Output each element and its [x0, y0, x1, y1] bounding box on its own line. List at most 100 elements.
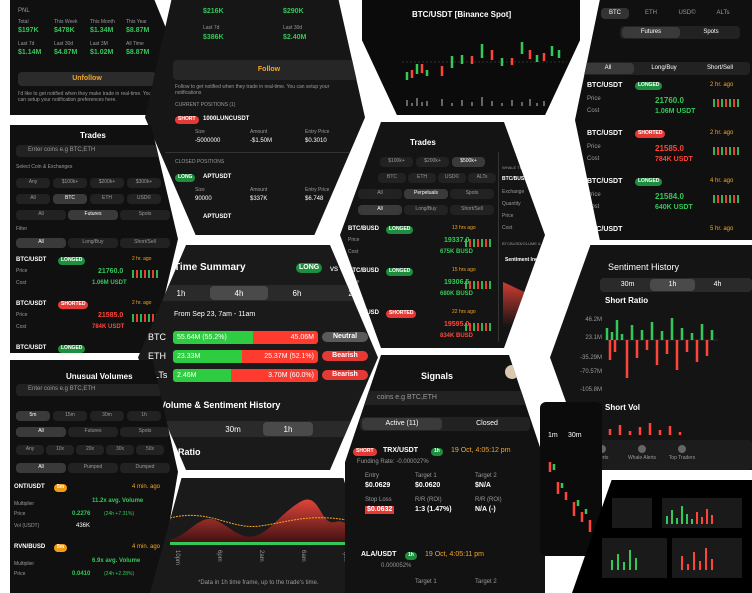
chip[interactable]: Long/Buy [415, 206, 437, 212]
label: Multiplier [14, 561, 35, 567]
tab[interactable]: 1h [668, 281, 677, 288]
tab[interactable]: 1h [283, 425, 293, 434]
tab[interactable]: 30m [568, 432, 582, 439]
search-input[interactable]: Enter coins e.g BTC,ETH [28, 147, 96, 153]
label: 675K BUSD [440, 249, 474, 255]
label: RVN/BUSD [14, 544, 46, 550]
decoration [602, 538, 667, 578]
label: 2 hr. ago [710, 82, 734, 88]
chip[interactable]: All [38, 464, 44, 470]
chip[interactable]: $200k+ [98, 179, 116, 185]
chip[interactable]: Spots [138, 428, 152, 434]
button[interactable]: Follow [257, 66, 281, 73]
tab-icon [678, 445, 686, 453]
chip[interactable]: All [38, 428, 44, 434]
tab[interactable]: BTC [609, 10, 621, 16]
chip[interactable]: Perpetuals [414, 190, 438, 196]
chip[interactable]: All [38, 211, 44, 217]
label: 11.2x avg. Volume [92, 498, 144, 504]
label: Size [195, 129, 205, 135]
chip[interactable]: Pumped [83, 464, 103, 470]
selected-tab [16, 238, 66, 248]
selected-tab [404, 189, 448, 199]
badge: LONGED [635, 178, 663, 186]
tab[interactable]: 4h [713, 281, 722, 288]
tab[interactable]: Top Traders [668, 455, 696, 461]
tab[interactable]: All [604, 65, 612, 71]
badge: SHORT [353, 448, 377, 456]
tab[interactable]: ALTs [716, 10, 730, 16]
label: This Month [90, 19, 115, 25]
chip [358, 189, 402, 199]
tab[interactable]: 1m [548, 432, 558, 439]
chip[interactable]: BTC [387, 174, 397, 180]
chip[interactable]: 10x [55, 446, 65, 452]
chip[interactable]: All [30, 195, 36, 201]
chip[interactable]: ETH [417, 174, 427, 180]
label: 25.37M (52.1%) [264, 353, 314, 360]
tab[interactable]: ETH [645, 10, 657, 16]
tab[interactable]: Alerts [595, 455, 609, 461]
chip[interactable]: BTC [65, 195, 75, 201]
tab[interactable]: Short/Sell [706, 65, 733, 71]
chip[interactable]: USD© [136, 195, 152, 201]
chip[interactable]: Short/Sell [461, 206, 483, 212]
chip[interactable]: 30m [102, 412, 112, 418]
chip[interactable]: Spots [465, 190, 479, 196]
tab[interactable]: 6h [292, 289, 302, 298]
chip[interactable]: 1h [141, 412, 147, 418]
search-input[interactable]: coins e.g BTC,ETH [377, 394, 437, 401]
chip[interactable]: All [377, 206, 383, 212]
chip[interactable]: $200k+ [424, 158, 441, 164]
chip[interactable]: 20x [85, 446, 95, 452]
tab[interactable]: 30m [225, 425, 241, 434]
chip [76, 445, 104, 455]
tab[interactable]: Whale Alerts [627, 455, 657, 461]
tab[interactable]: Long/Buy [651, 65, 677, 71]
chip[interactable]: $500k+ [460, 158, 477, 164]
chip[interactable]: 5m [29, 412, 37, 418]
chip[interactable]: Short/Sell [134, 239, 156, 245]
chip[interactable]: $100k+ [61, 179, 79, 185]
chip[interactable]: Futures [84, 428, 102, 434]
label: BTC/BUSD [348, 268, 379, 274]
chip[interactable]: 50x [145, 446, 155, 452]
trades-screen: Trades Enter coins e.g BTC,ETH Select Coin… [10, 125, 178, 353]
tab[interactable]: Closed [476, 420, 498, 427]
chip[interactable]: Any [28, 179, 38, 185]
label: Funding Rate: -0.000027% [357, 459, 429, 465]
chip[interactable]: All [377, 190, 383, 196]
tab[interactable]: USD© [678, 10, 696, 16]
tab[interactable]: 30m [620, 281, 635, 288]
label: 4 hr. ago [710, 178, 734, 184]
search-input[interactable]: Enter coins e.g BTC,ETH [28, 386, 96, 392]
tab[interactable]: Active (11) [385, 420, 419, 427]
chip[interactable]: ALTs [476, 174, 488, 180]
label: 5 hr. ago [710, 226, 734, 232]
chip[interactable]: All [38, 239, 44, 245]
tab[interactable]: 4h [234, 289, 244, 298]
sparkline [465, 236, 493, 250]
label: $8.87M [126, 27, 150, 34]
decoration [605, 318, 714, 340]
chip[interactable]: $100k+ [388, 158, 405, 164]
chip[interactable]: $300k+ [135, 179, 153, 185]
label: $337K [250, 196, 268, 202]
button[interactable]: Unfollow [72, 75, 102, 82]
chip[interactable]: 15m [65, 412, 75, 418]
chip[interactable]: USD© [444, 174, 460, 180]
chip[interactable]: Futures [84, 211, 102, 217]
chip[interactable]: Long/Buy [82, 239, 104, 245]
selected-tab [16, 411, 50, 421]
chip[interactable]: Dumped [135, 464, 155, 470]
chip[interactable]: Spots [138, 211, 152, 217]
tab[interactable]: Futures [640, 29, 662, 35]
chip[interactable]: Any [25, 446, 35, 452]
label: (24h +2.28%) [104, 571, 135, 577]
chip[interactable]: ETH [102, 195, 112, 201]
short-bar [253, 331, 318, 344]
tab[interactable]: Spots [703, 29, 719, 35]
chip[interactable]: 30x [115, 446, 125, 452]
tab[interactable]: 1h [176, 289, 186, 298]
label: 784K USDT [655, 156, 693, 163]
